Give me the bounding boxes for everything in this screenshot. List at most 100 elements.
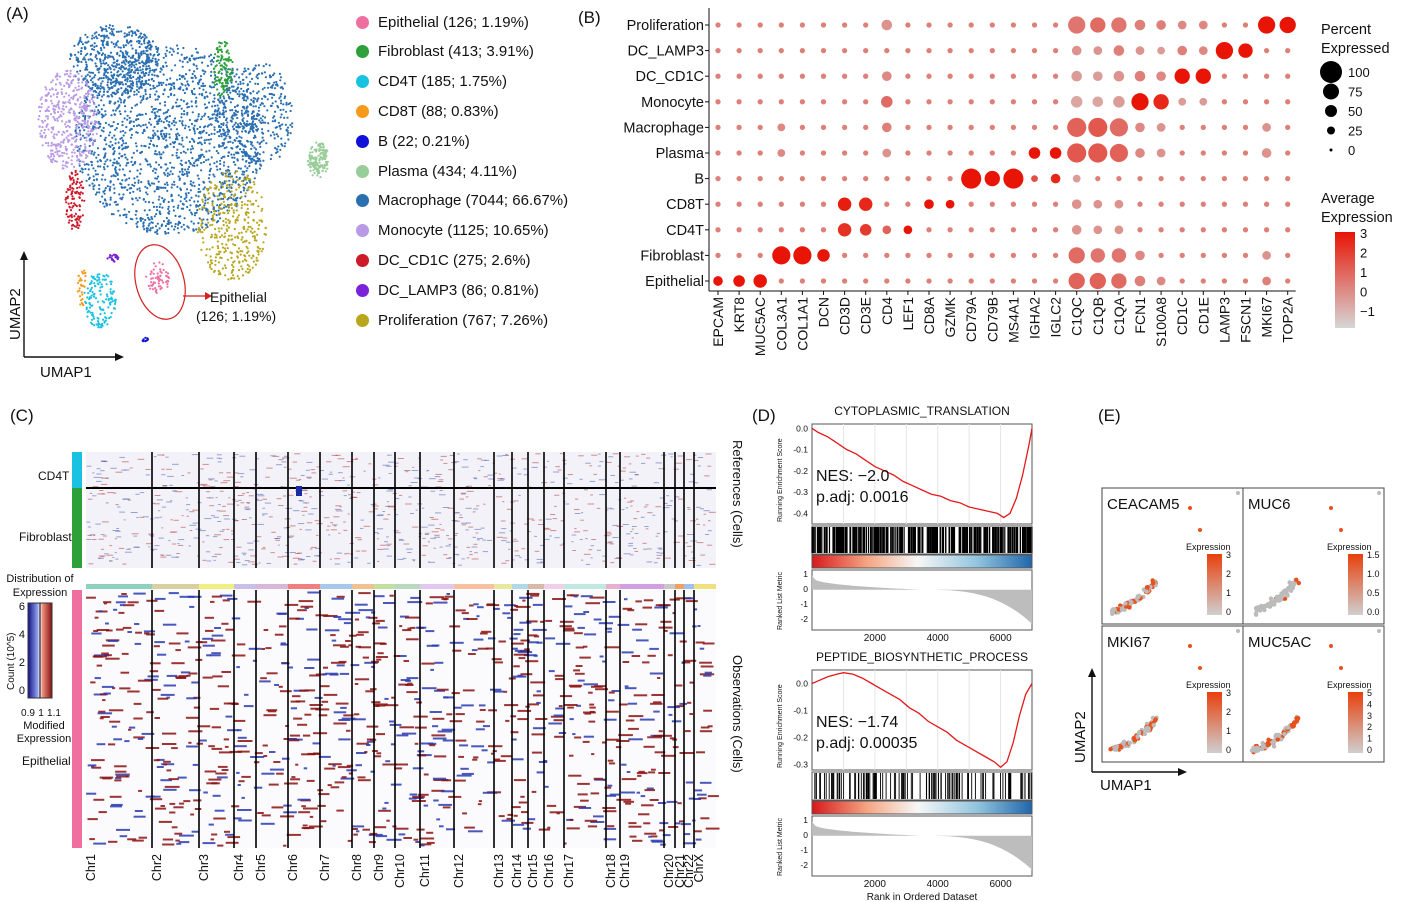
- umap-point: [47, 109, 51, 113]
- umap-point: [89, 53, 92, 56]
- umap-point: [210, 233, 213, 236]
- umap-point: [107, 275, 110, 278]
- umap-point: [103, 189, 106, 192]
- umap-point: [234, 163, 237, 166]
- umap-point: [56, 144, 60, 147]
- umap-point: [144, 200, 147, 203]
- umap-point: [115, 203, 118, 206]
- umap-point: [85, 104, 88, 107]
- umap-point: [169, 47, 172, 50]
- umap-point: [218, 252, 221, 256]
- reference-cell-segment: [630, 531, 633, 532]
- reference-cell-segment: [247, 542, 254, 544]
- dot-row-label: Fibroblast: [640, 248, 704, 264]
- dot-mark: [1010, 99, 1017, 105]
- umap-point: [171, 183, 174, 186]
- umap-point: [84, 300, 87, 303]
- umap-point: [108, 88, 111, 91]
- dot-mark: [947, 252, 953, 259]
- reference-cell-segment: [196, 482, 200, 484]
- reference-cell-segment: [206, 497, 211, 499]
- umap-point: [81, 270, 84, 273]
- umap-point: [140, 32, 143, 35]
- umap-point: [55, 133, 58, 136]
- umap-point: [94, 55, 97, 59]
- dot-mark: [817, 249, 830, 262]
- umap-point: [239, 82, 242, 85]
- umap-point: [96, 320, 100, 323]
- umap-point: [84, 145, 87, 148]
- umap-point: [237, 167, 240, 170]
- umap-point: [104, 160, 107, 163]
- umap-point: [166, 144, 169, 147]
- umap-point: [207, 124, 210, 127]
- umap-point: [251, 112, 254, 115]
- umap-point: [200, 248, 203, 251]
- umap-point: [147, 284, 150, 287]
- umap-point: [39, 110, 42, 113]
- umap-point: [94, 173, 98, 176]
- umap-point: [97, 104, 100, 107]
- umap-point: [97, 33, 101, 37]
- dot-mark: [757, 47, 763, 54]
- reference-cell-segment: [97, 493, 104, 495]
- umap-point: [210, 235, 213, 238]
- umap-point: [215, 64, 218, 67]
- dot-mark: [884, 278, 890, 284]
- umap-point: [249, 92, 252, 95]
- umap-point: [111, 124, 114, 128]
- reference-cell-segment: [123, 519, 126, 521]
- umap-point: [78, 287, 81, 290]
- umap-point: [206, 64, 209, 67]
- dot-mark: [863, 278, 869, 284]
- umap-point: [233, 105, 236, 109]
- umap-point: [260, 219, 263, 222]
- reference-cell-segment: [408, 485, 412, 487]
- umap-point: [124, 89, 127, 92]
- umap-point: [77, 88, 80, 91]
- umap-point: [172, 166, 176, 169]
- dot-mark: [1285, 175, 1291, 182]
- umap-point: [54, 88, 58, 91]
- umap-point: [231, 60, 234, 64]
- umap-point: [269, 134, 272, 137]
- reference-cell-segment: [645, 504, 649, 506]
- umap-point: [127, 69, 130, 72]
- umap-point: [40, 106, 43, 109]
- umap-point: [138, 80, 141, 83]
- dot-mark: [968, 227, 974, 233]
- umap-point: [73, 165, 76, 168]
- reference-cell-segment: [363, 470, 366, 472]
- umap-point: [239, 148, 242, 151]
- umap-point: [136, 199, 139, 202]
- umap-point: [227, 165, 230, 168]
- umap-point: [73, 114, 76, 117]
- umap-point: [246, 207, 249, 210]
- reference-cell-segment: [656, 554, 662, 556]
- reference-cell-segment: [272, 455, 280, 457]
- umap-point: [226, 224, 229, 227]
- umap-point: [82, 151, 85, 154]
- umap-point: [70, 216, 73, 219]
- umap-point: [114, 82, 117, 85]
- umap-point: [143, 228, 146, 231]
- umap-point: [104, 187, 107, 190]
- umap-point: [90, 130, 93, 133]
- umap-point: [91, 150, 94, 153]
- dot-mark: [715, 124, 721, 131]
- umap-point: [228, 234, 231, 237]
- umap-point: [117, 157, 121, 160]
- umap-point: [61, 167, 64, 170]
- umap-point: [89, 296, 93, 299]
- umap-point: [157, 75, 160, 78]
- reference-cell-segment: [223, 518, 230, 520]
- umap-point: [149, 123, 153, 126]
- umap-point: [207, 212, 210, 215]
- reference-cell-segment: [204, 518, 212, 520]
- umap-point: [252, 110, 255, 113]
- umap-point: [111, 30, 114, 33]
- umap-point: [250, 257, 253, 260]
- umap-point: [103, 72, 106, 75]
- umap-point: [164, 61, 167, 64]
- umap-point: [113, 113, 117, 116]
